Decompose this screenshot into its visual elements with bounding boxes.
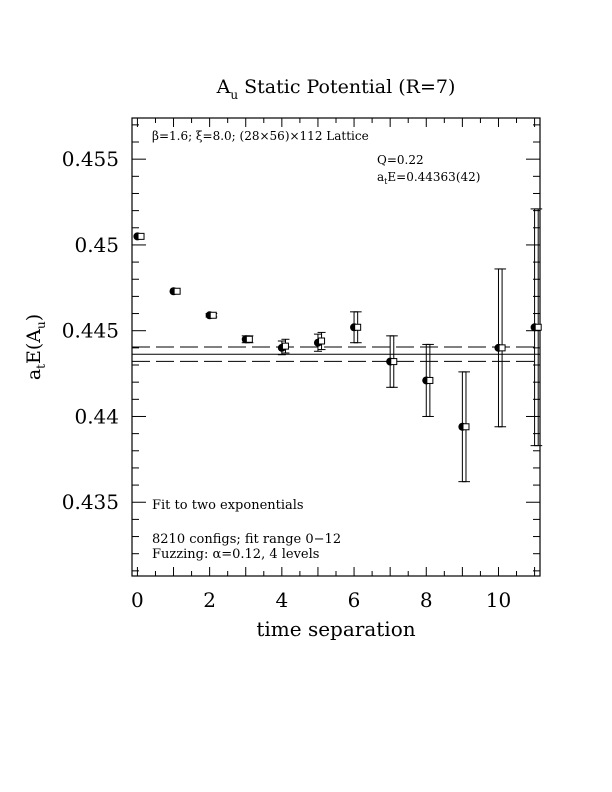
fit-energy: atE=0.44363(42) (377, 170, 480, 186)
y-tick-label: 0.435 (62, 490, 119, 514)
data-point-square (354, 323, 362, 331)
note-fuzzing: Fuzzing: α=0.12, 4 levels (152, 547, 319, 562)
y-tick-label: 0.45 (74, 233, 119, 257)
y-tick-label: 0.455 (62, 147, 119, 171)
y-axis-label: atE(Au) (23, 314, 48, 380)
data-point-square (534, 323, 542, 331)
x-tick-label: 0 (131, 588, 144, 612)
y-tick-label: 0.445 (62, 319, 119, 343)
chart-title: Au Static Potential (R=7) (216, 76, 456, 102)
axis-ticks (132, 118, 540, 576)
data-point-square (498, 344, 506, 352)
data-point-square (245, 335, 253, 343)
x-tick-label: 4 (275, 588, 288, 612)
data-points (133, 208, 543, 483)
data-point-square (462, 423, 470, 431)
data-point-square (318, 337, 326, 345)
x-tick-label: 6 (348, 588, 361, 612)
data-point-square (390, 358, 398, 366)
data-point-square (137, 232, 145, 240)
y-tick-label: 0.44 (74, 404, 119, 428)
x-tick-label: 2 (203, 588, 216, 612)
data-point-square (209, 311, 217, 319)
fit-quality: Q=0.22 (377, 153, 424, 167)
note-configs: 8210 configs; fit range 0−12 (152, 532, 341, 547)
x-tick-label: 10 (486, 588, 511, 612)
note-fit-method: Fit to two exponentials (152, 498, 304, 513)
data-point-square (173, 287, 181, 295)
lattice-info: β=1.6; ξ=8.0; (28×56)×112 Lattice (152, 129, 369, 143)
tick-labels: 0 2 4 6 8 10 0.435 0.44 0.445 0.45 0.455 (62, 147, 511, 612)
x-axis-label: time separation (256, 617, 415, 641)
data-point-square (426, 376, 434, 384)
x-tick-label: 8 (420, 588, 433, 612)
data-point-square (281, 342, 289, 350)
fit-band (132, 346, 540, 362)
